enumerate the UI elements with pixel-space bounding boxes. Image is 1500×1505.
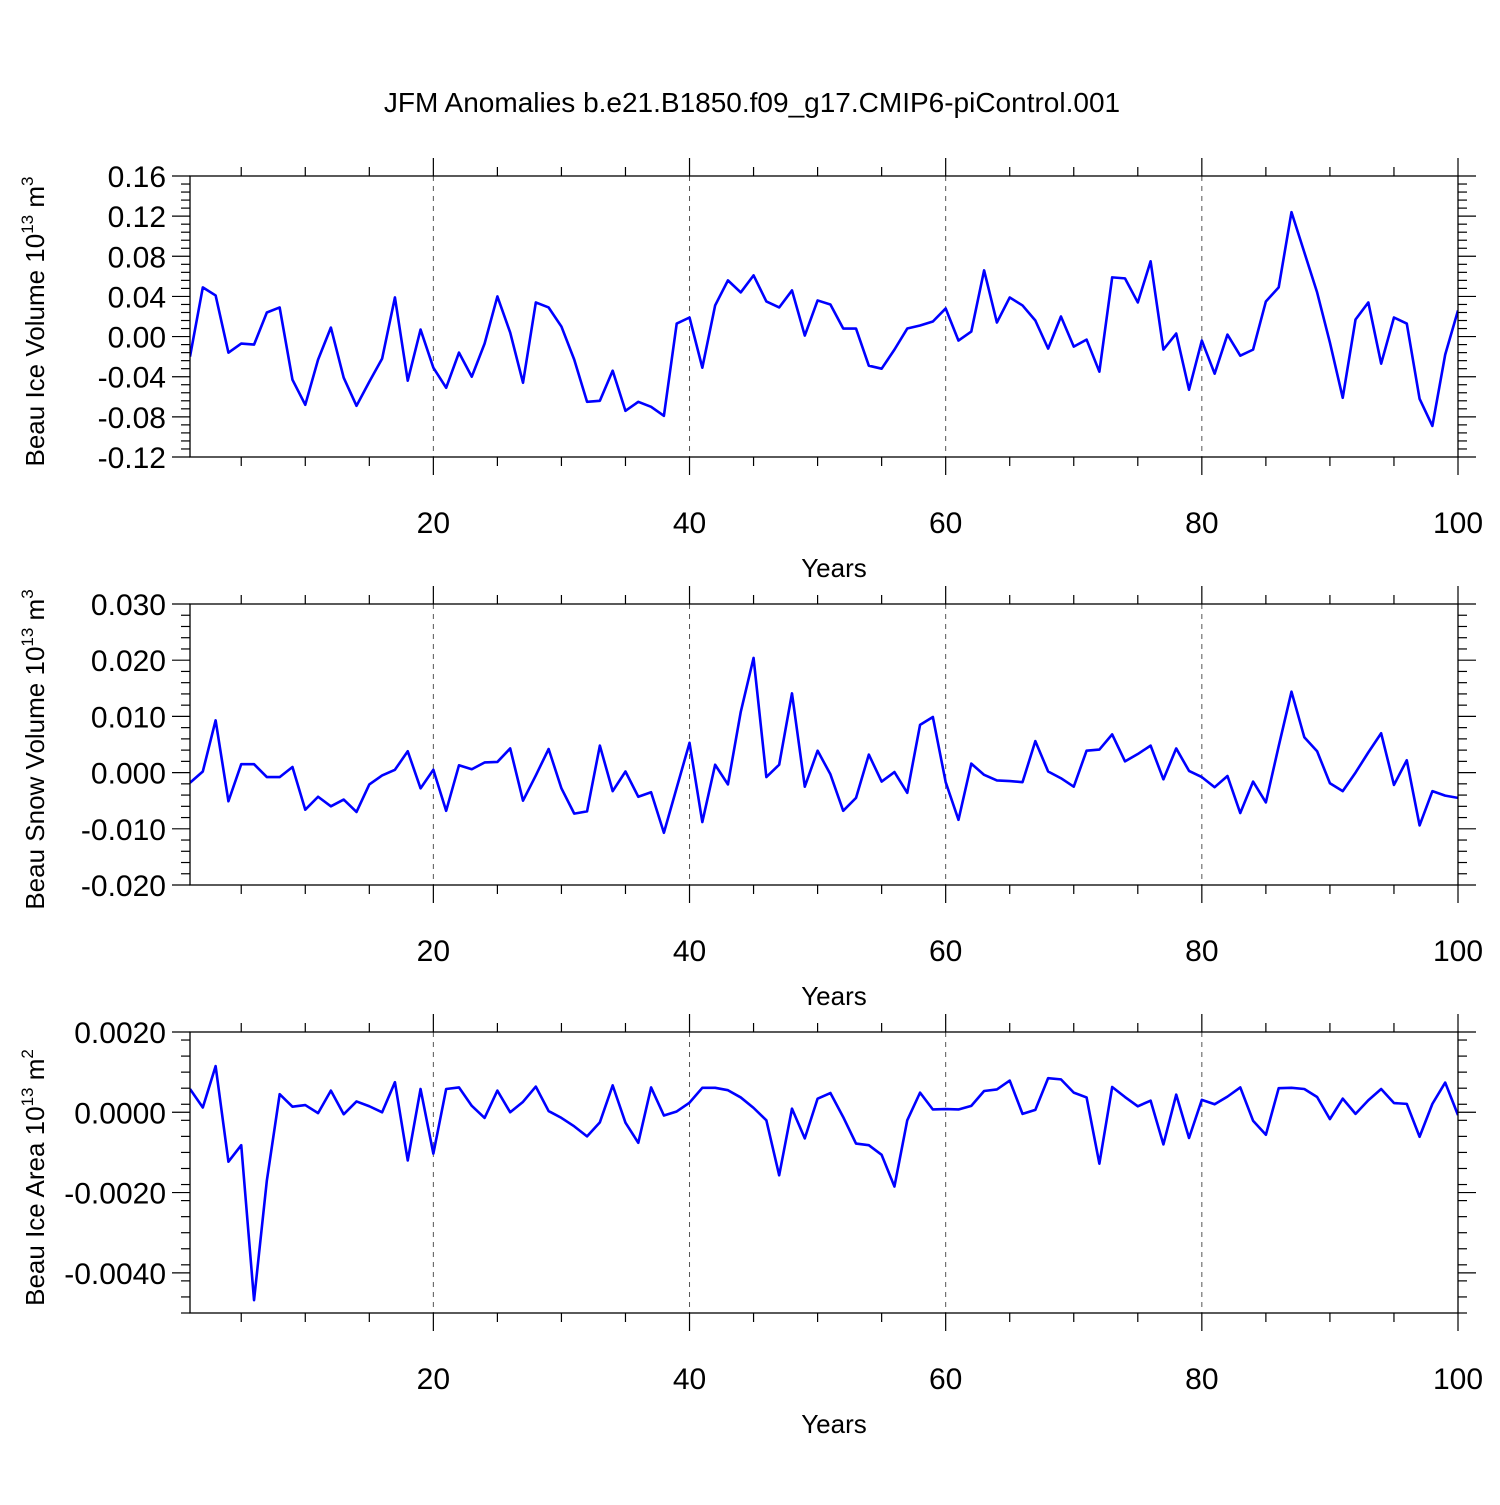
x-tick-label: 20 (417, 507, 450, 540)
y-tick-label: -0.08 (98, 402, 166, 435)
x-tick-label: 40 (673, 507, 706, 540)
y-tick-label: 0.12 (108, 201, 166, 234)
y-axis-title-part: Beau Ice Area 10 (20, 1106, 50, 1305)
y-axis-title-superscript: 3 (18, 177, 37, 186)
y-axis-title-superscript: 2 (18, 1049, 37, 1058)
x-tick-label: 40 (673, 935, 706, 968)
y-tick-label: 0.0000 (74, 1097, 166, 1130)
x-tick-label: 100 (1433, 507, 1483, 540)
x-tick-label: 60 (929, 1363, 962, 1396)
x-axis-title: Years (801, 1409, 867, 1439)
y-tick-label: 0.020 (91, 645, 166, 678)
series-line (190, 656, 1458, 835)
series-line (190, 210, 1458, 428)
y-axis-title-part: m (20, 599, 50, 628)
x-tick-label: 100 (1433, 935, 1483, 968)
x-tick-label: 60 (929, 935, 962, 968)
x-axis-title: Years (801, 981, 867, 1011)
y-axis-title-superscript: 13 (18, 215, 37, 234)
y-axis-title-part: Beau Ice Volume 10 (20, 234, 50, 467)
y-tick-label: -0.0020 (64, 1178, 166, 1211)
y-tick-label: -0.04 (98, 362, 166, 395)
x-tick-label: 40 (673, 1363, 706, 1396)
y-axis-title: Beau Ice Area 1013 m2 (18, 1049, 50, 1306)
y-axis-title-superscript: 3 (18, 589, 37, 598)
y-tick-label: -0.12 (98, 442, 166, 475)
y-axis-title-part: Beau Snow Volume 10 (20, 647, 50, 910)
y-tick-label: 0.010 (91, 701, 166, 734)
plot-frame (189, 1031, 1459, 1314)
y-axis-title-superscript: 13 (18, 628, 37, 647)
y-tick-label: -0.010 (81, 814, 166, 847)
series-line (190, 1064, 1458, 1302)
y-tick-label: 0.000 (91, 758, 166, 791)
y-axis-title-superscript: 13 (18, 1087, 37, 1106)
y-tick-label: 0.16 (108, 161, 166, 194)
plot-frame (189, 175, 1459, 458)
x-tick-label: 80 (1185, 935, 1218, 968)
y-tick-label: -0.020 (81, 870, 166, 903)
x-tick-label: 80 (1185, 507, 1218, 540)
x-tick-label: 20 (417, 935, 450, 968)
x-tick-label: 20 (417, 1363, 450, 1396)
y-tick-label: 0.0020 (74, 1017, 166, 1050)
plot-frame (189, 603, 1459, 886)
y-tick-label: 0.04 (108, 281, 166, 314)
y-tick-label: -0.0040 (64, 1258, 166, 1291)
y-tick-label: 0.08 (108, 241, 166, 274)
y-axis-title: Beau Snow Volume 1013 m3 (18, 589, 50, 909)
y-tick-label: 0.030 (91, 589, 166, 622)
chart-title: JFM Anomalies b.e21.B1850.f09_g17.CMIP6-… (384, 87, 1120, 118)
y-axis-title-part: m (20, 186, 50, 215)
y-axis-title-part: m (20, 1059, 50, 1088)
x-tick-label: 80 (1185, 1363, 1218, 1396)
y-tick-label: 0.00 (108, 322, 166, 355)
y-axis-title: Beau Ice Volume 1013 m3 (18, 177, 50, 467)
panel-3: 20 40 60 80 100 -0.0040 -0.0020 0.0000 0.0020 Yea… (18, 1014, 1483, 1439)
panel-2: 20 40 60 80 100 -0.020 -0.010 0.000 0.010 0.020 0.… (18, 586, 1483, 1011)
x-tick-label: 100 (1433, 1363, 1483, 1396)
x-axis-title: Years (801, 553, 867, 583)
x-tick-label: 60 (929, 507, 962, 540)
panel-1: 20 40 60 80 100 -0.12 -0.08 -0.04 0.00 0.04 0.08 0.… (18, 158, 1483, 583)
